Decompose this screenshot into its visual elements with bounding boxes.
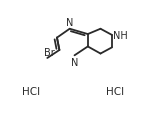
Text: N: N	[71, 57, 78, 67]
Text: NH: NH	[113, 31, 128, 41]
Text: Br: Br	[44, 47, 55, 57]
Text: N: N	[66, 18, 73, 28]
Text: HCl: HCl	[22, 86, 40, 96]
Text: HCl: HCl	[106, 86, 124, 96]
